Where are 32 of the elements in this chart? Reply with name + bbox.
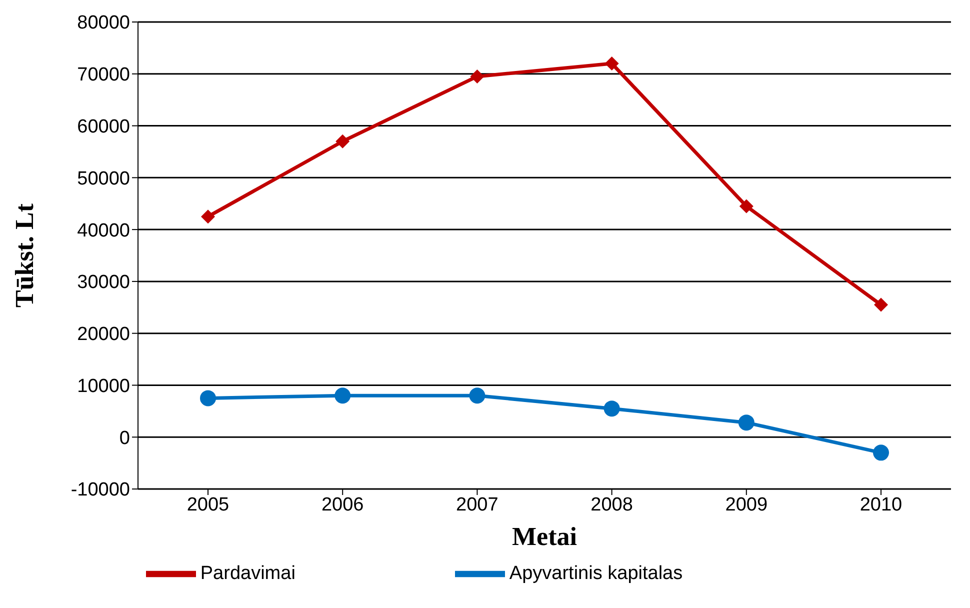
point (739, 199, 754, 214)
legend-label: Apyvartinis kapitalas (509, 563, 683, 584)
y-tick-label: 50000 (77, 168, 130, 190)
x-tick-label: 2005 (186, 494, 230, 516)
y-tick-label: 0 (119, 428, 130, 449)
y-tick-label: 20000 (77, 324, 130, 346)
y-tick-label: 40000 (77, 220, 130, 242)
y-tick-label: 30000 (77, 272, 130, 294)
x-tick-label: 2008 (590, 494, 633, 516)
y-tick-label: 10000 (77, 376, 130, 397)
point (336, 134, 350, 148)
y-tick-label: -10000 (70, 480, 130, 501)
point (738, 414, 754, 431)
point (334, 388, 351, 404)
point (604, 400, 620, 417)
x-tick-label: 2010 (860, 494, 902, 516)
point (469, 388, 486, 404)
y-tick-label: 70000 (77, 64, 130, 86)
x-axis-title: Metai (512, 522, 577, 551)
x-tick-label: 2007 (456, 494, 498, 516)
point (604, 56, 619, 71)
point (201, 210, 215, 224)
point (470, 69, 484, 84)
x-tick-label: 2006 (321, 494, 364, 516)
point (873, 444, 889, 461)
legend-label: Pardavimai (200, 563, 296, 584)
y-axis-title: Tūkst. Lt (10, 203, 40, 308)
y-tick-label: 80000 (77, 12, 130, 34)
point (874, 298, 888, 312)
y-tick-label: 60000 (77, 116, 130, 138)
x-tick-label: 2009 (725, 494, 768, 516)
point (200, 390, 216, 406)
